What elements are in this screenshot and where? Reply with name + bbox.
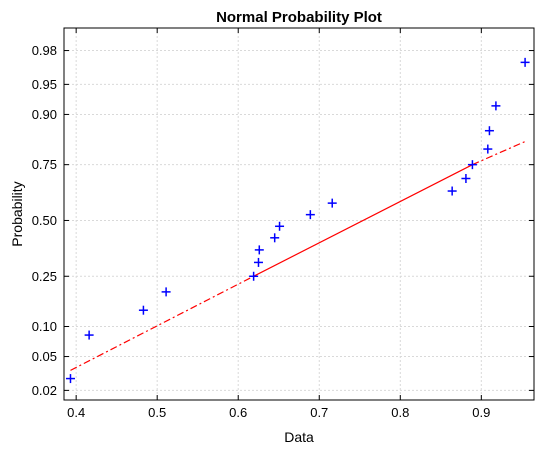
x-tick-label: 0.9	[472, 405, 490, 420]
y-axis-label: Probability	[9, 181, 25, 246]
y-tick-label: 0.90	[32, 107, 57, 122]
y-tick-labels: 0.02 0.05 0.10 0.25 0.50 0.75 0.90 0.95 0.98	[32, 43, 57, 398]
y-tick-label: 0.98	[32, 43, 57, 58]
data-point-marker	[249, 271, 259, 281]
data-point-marker	[491, 101, 501, 111]
reference-line	[70, 140, 526, 371]
data-point-marker	[65, 374, 75, 384]
data-point-marker	[483, 144, 493, 154]
x-tick-label: 0.6	[229, 405, 247, 420]
chart-title: Normal Probability Plot	[216, 9, 382, 26]
x-tick-label: 0.7	[310, 405, 328, 420]
data-point-marker	[270, 233, 280, 243]
reference-line-solid	[253, 164, 473, 277]
data-point-marker	[138, 305, 148, 315]
plot-frame	[63, 27, 535, 401]
grid-lines	[64, 28, 534, 400]
data-point-marker	[484, 126, 494, 136]
data-markers	[65, 57, 530, 384]
reference-line-extension	[472, 140, 526, 166]
x-axis-label: Data	[284, 429, 314, 445]
y-tick-label: 0.75	[32, 157, 57, 172]
data-point-marker	[520, 57, 530, 67]
data-point-marker	[327, 198, 337, 208]
y-tick-label: 0.10	[32, 319, 57, 334]
data-point-marker	[467, 160, 477, 170]
x-tick-label: 0.4	[67, 405, 85, 420]
reference-line-extension	[70, 275, 254, 371]
y-tick-label: 0.02	[32, 383, 57, 398]
data-point-marker	[461, 174, 471, 184]
data-point-marker	[253, 257, 263, 267]
data-point-marker	[84, 330, 94, 340]
data-point-marker	[447, 186, 457, 196]
x-tick-labels: 0.4 0.5 0.6 0.7 0.8 0.9	[67, 405, 490, 420]
data-point-marker	[305, 210, 315, 220]
data-point-marker	[161, 287, 171, 297]
y-tick-label: 0.95	[32, 77, 57, 92]
data-point-marker	[275, 221, 285, 231]
axis-ticks	[64, 28, 534, 400]
x-tick-label: 0.8	[391, 405, 409, 420]
data-point-marker	[254, 245, 264, 255]
x-tick-label: 0.5	[148, 405, 166, 420]
y-tick-label: 0.05	[32, 349, 57, 364]
y-tick-label: 0.50	[32, 213, 57, 228]
y-tick-label: 0.25	[32, 269, 57, 284]
